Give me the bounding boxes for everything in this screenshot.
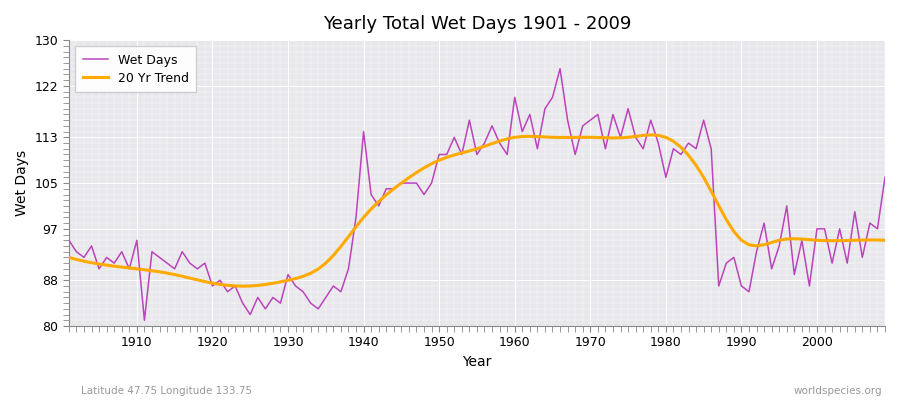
Wet Days <box>298 289 309 294</box>
X-axis label: Year: Year <box>463 355 491 369</box>
Legend: Wet Days, 20 Yr Trend: Wet Days, 20 Yr Trend <box>75 46 196 92</box>
20 Yr Trend <box>517 134 527 139</box>
20 Yr Trend <box>509 135 520 140</box>
20 Yr Trend <box>124 266 135 270</box>
20 Yr Trend <box>608 136 618 140</box>
20 Yr Trend <box>298 274 309 279</box>
Wet Days <box>139 318 149 323</box>
20 Yr Trend <box>238 284 248 288</box>
Text: worldspecies.org: worldspecies.org <box>794 386 882 396</box>
Text: Latitude 47.75 Longitude 133.75: Latitude 47.75 Longitude 133.75 <box>81 386 252 396</box>
20 Yr Trend <box>879 238 890 243</box>
Wet Days <box>63 238 74 243</box>
Wet Days <box>517 129 527 134</box>
Wet Days <box>879 175 890 180</box>
Wet Days <box>509 95 520 100</box>
Line: Wet Days: Wet Days <box>68 69 885 320</box>
Wet Days <box>124 266 135 271</box>
Y-axis label: Wet Days: Wet Days <box>15 150 29 216</box>
Wet Days <box>343 266 354 271</box>
Line: 20 Yr Trend: 20 Yr Trend <box>68 135 885 286</box>
Title: Yearly Total Wet Days 1901 - 2009: Yearly Total Wet Days 1901 - 2009 <box>323 15 631 33</box>
20 Yr Trend <box>343 234 354 239</box>
Wet Days <box>554 66 565 71</box>
Wet Days <box>615 135 626 140</box>
20 Yr Trend <box>645 132 656 137</box>
20 Yr Trend <box>63 255 74 260</box>
